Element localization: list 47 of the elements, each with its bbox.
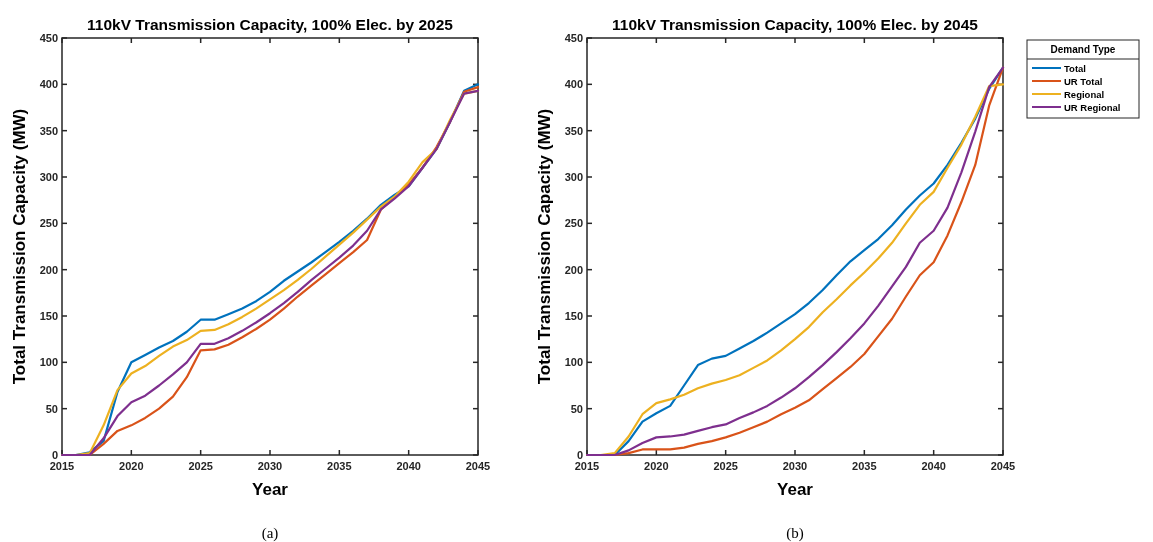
x-tick-label: 2040 — [921, 460, 946, 472]
x-tick-label: 2030 — [782, 460, 808, 472]
text: (b) — [786, 525, 804, 542]
y-tick-label: 200 — [564, 263, 583, 276]
y-tick-label: 250 — [39, 217, 58, 230]
y-tick-label: 100 — [39, 356, 58, 369]
x-tick-label: 2040 — [396, 460, 421, 472]
x-tick-label: 2020 — [644, 460, 669, 472]
y-tick-label: 400 — [564, 78, 583, 91]
legend-title: Demand Type — [1050, 44, 1116, 55]
y-tick-label: 150 — [564, 310, 583, 322]
y-tick-label: 450 — [564, 32, 583, 44]
x-tick-label: 2035 — [852, 460, 877, 472]
x-tick-label: 2025 — [188, 460, 213, 472]
legend-label: Regional — [1064, 89, 1105, 100]
y-tick-label: 200 — [39, 263, 58, 276]
y-tick-label: 50 — [45, 402, 58, 415]
y-tick-label: 100 — [564, 356, 583, 369]
x-tick-label: 2045 — [465, 460, 491, 472]
y-tick-label: 350 — [39, 124, 58, 137]
x-tick-label: 2020 — [119, 460, 144, 472]
y-axis-title: Total Transmission Capacity (MW) — [535, 108, 554, 385]
x-tick-label: 2035 — [327, 460, 352, 472]
legend-label: Total — [1064, 63, 1086, 74]
text: (a) — [261, 525, 279, 542]
y-tick-label: 0 — [51, 449, 58, 461]
y-tick-label: 250 — [564, 217, 583, 230]
chart-title: 110kV Transmission Capacity, 100% Elec. by 2025 — [87, 16, 454, 33]
y-tick-label: 150 — [39, 310, 58, 322]
x-tick-label: 2015 — [49, 460, 75, 472]
y-tick-label: 300 — [39, 171, 58, 183]
x-axis-title: Year — [252, 480, 289, 499]
y-axis-title: Total Transmission Capacity (MW) — [10, 108, 29, 385]
y-tick-label: 0 — [576, 449, 583, 461]
x-tick-label: 2015 — [574, 460, 600, 472]
x-tick-label: 2030 — [257, 460, 283, 472]
x-tick-label: 2045 — [990, 460, 1016, 472]
y-tick-label: 450 — [39, 32, 58, 44]
y-tick-label: 50 — [570, 402, 583, 415]
legend-label: UR Regional — [1064, 102, 1121, 113]
chart-title: 110kV Transmission Capacity, 100% Elec. by 2045 — [612, 16, 979, 33]
x-axis-title: Year — [777, 480, 814, 499]
y-tick-label: 400 — [39, 78, 58, 91]
y-tick-label: 300 — [564, 171, 583, 183]
y-tick-label: 350 — [564, 124, 583, 137]
legend-label: UR Total — [1064, 76, 1103, 87]
x-tick-label: 2025 — [713, 460, 738, 472]
